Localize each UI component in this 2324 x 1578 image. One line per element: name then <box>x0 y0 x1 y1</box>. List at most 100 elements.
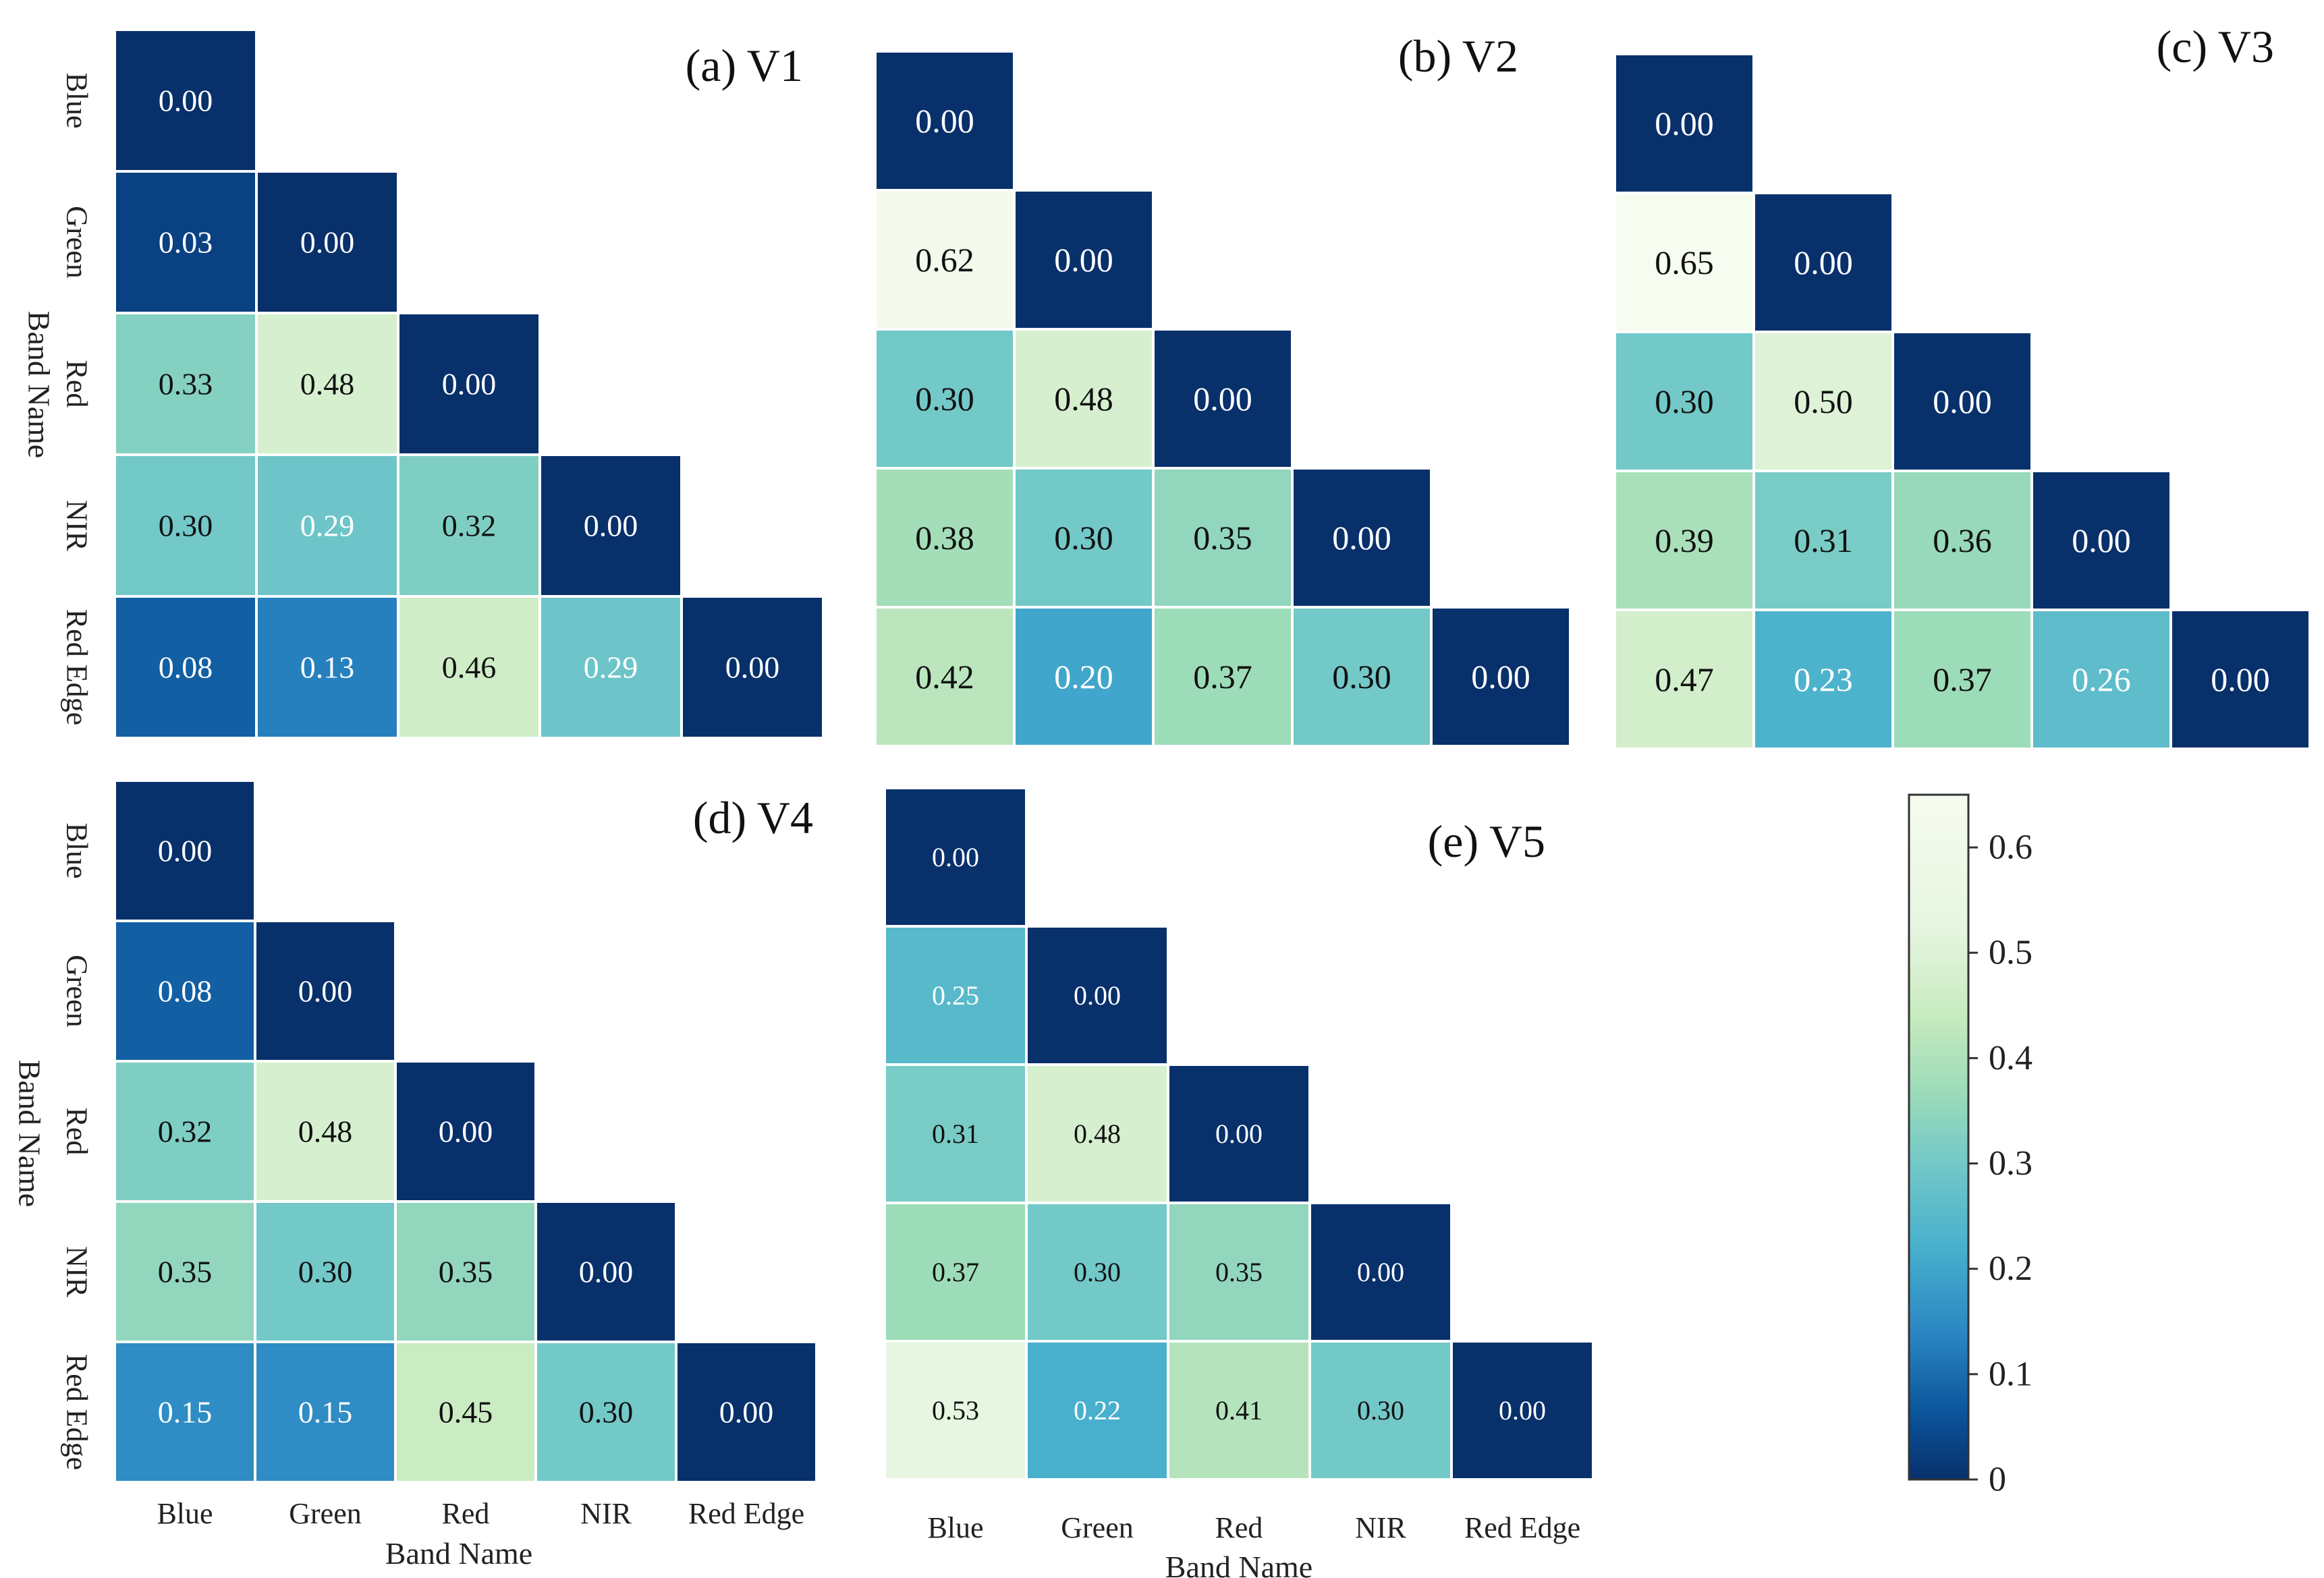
panel-e-title: (e) V5 <box>1428 816 1545 867</box>
panel-a-y-tick-label: Red Edge <box>61 609 94 725</box>
panel-c-cell-value: 0.26 <box>2072 660 2131 698</box>
panel-e-cell-value: 0.00 <box>1499 1395 1546 1426</box>
panel-a-cell-red-red <box>397 312 541 456</box>
panel-e-cell-blue-blue <box>883 787 1028 928</box>
panel-b-cell-value: 0.00 <box>1054 241 1113 279</box>
panel-e-cell-value: 0.35 <box>1215 1257 1263 1287</box>
panel-e-cell-red-edge-nir <box>1308 1340 1453 1481</box>
panel-b-cell-value: 0.00 <box>1193 380 1252 418</box>
colorbar-tick-label: 0.5 <box>1989 934 2032 972</box>
panel-b-cell-red-blue <box>874 328 1016 470</box>
panel-e-cell-value: 0.48 <box>1074 1119 1121 1149</box>
panel-e-cell-value: 0.31 <box>932 1119 979 1149</box>
panel-e-cell-nir-red <box>1167 1202 1311 1343</box>
panel-c-cell-value: 0.00 <box>2211 660 2270 698</box>
panel-d-y-tick-label: Blue <box>61 822 94 878</box>
panel-d-cell-value: 0.32 <box>158 1115 213 1149</box>
panel-c-cell-value: 0.31 <box>1794 522 1853 559</box>
panel-d-cell-value: 0.00 <box>719 1395 774 1430</box>
panel-e-cell-value: 0.22 <box>1074 1395 1121 1426</box>
colorbar-tick-label: 0.1 <box>1989 1355 2032 1393</box>
panel-a-cell-value: 0.48 <box>300 367 355 401</box>
panel-d-cell-green-green <box>254 920 397 1063</box>
panel-d-cell-green-blue <box>113 920 256 1063</box>
panel-c-cell-value: 0.47 <box>1655 660 1714 698</box>
panel-d-cell-red-edge-nir <box>534 1341 677 1484</box>
panel-a-y-tick-label: NIR <box>61 500 94 551</box>
panel-d-cell-value: 0.35 <box>439 1255 493 1289</box>
panel-d-y-tick-label: Green <box>61 955 94 1027</box>
panel-c-cell-value: 0.00 <box>1933 383 1992 420</box>
panel-e-x-tick-label: Blue <box>927 1511 983 1544</box>
panel-d-cell-nir-nir <box>534 1200 677 1343</box>
panel-c-cell-blue-blue <box>1613 53 1755 194</box>
panel-c-cell-red-edge-red <box>1891 609 2033 750</box>
colorbar-tick-label: 0.3 <box>1989 1144 2032 1183</box>
panel-a-cell-value: 0.00 <box>442 367 497 401</box>
panel-e-x-tick-label: NIR <box>1355 1511 1406 1544</box>
panel-d-x-tick-label: Red <box>442 1497 490 1530</box>
panel-b-cell-value: 0.30 <box>1054 519 1113 557</box>
panel-d-cell-value: 0.35 <box>158 1255 213 1289</box>
panel-d-cell-red-edge-green <box>254 1341 397 1484</box>
panel-a-cell-value: 0.00 <box>300 225 355 260</box>
panel-b-cell-green-blue <box>874 189 1016 331</box>
panel-b-cell-blue-blue <box>874 50 1016 192</box>
panel-c-cell-value: 0.36 <box>1933 522 1992 559</box>
panel-c-cell-nir-red <box>1891 470 2033 611</box>
panel-b-cell-red-edge-green <box>1013 606 1155 748</box>
panel-c-cell-red-edge-blue <box>1613 609 1755 750</box>
panel-e-cell-value: 0.30 <box>1357 1395 1404 1426</box>
panel-d-cell-value: 0.30 <box>579 1395 634 1430</box>
panel-e-cell-value: 0.30 <box>1074 1257 1121 1287</box>
panel-a-y-tick-label: Green <box>61 206 94 279</box>
panel-e-cell-nir-blue <box>883 1202 1028 1343</box>
panel-d-cell-value: 0.08 <box>158 974 213 1009</box>
panel-a-cell-red-edge-red <box>397 595 541 739</box>
panel-d-cell-value: 0.00 <box>298 974 353 1009</box>
panel-e-cell-red-red <box>1167 1063 1311 1204</box>
panel-d-cell-value: 0.00 <box>439 1115 493 1149</box>
panel-b-cell-nir-nir <box>1291 467 1433 609</box>
panel-b-cell-value: 0.38 <box>915 519 974 557</box>
panel-c-cell-value: 0.37 <box>1933 660 1992 698</box>
panel-b-cell-nir-blue <box>874 467 1016 609</box>
panel-a-cell-red-edge-red-edge <box>680 595 825 739</box>
panel-e-x-axis-title: Band Name <box>1165 1550 1312 1578</box>
panel-c-cell-value: 0.30 <box>1655 383 1714 420</box>
panel-d-cell-red-edge-blue <box>113 1341 256 1484</box>
panel-c-title: (c) V3 <box>2157 21 2274 72</box>
panel-d-cell-value: 0.00 <box>158 834 213 868</box>
panel-a-cell-value: 0.03 <box>159 225 213 260</box>
panel-e-cell-value: 0.00 <box>1215 1119 1263 1149</box>
panel-a-cell-green-green <box>255 170 399 314</box>
panel-c-cell-nir-nir <box>2030 470 2172 611</box>
panel-a-title: (a) V1 <box>686 40 803 91</box>
panel-a-cell-value: 0.00 <box>159 84 213 118</box>
panel-d-cell-red-red <box>394 1060 537 1203</box>
panel-c-cell-nir-blue <box>1613 470 1755 611</box>
panel-a-y-tick-label: Blue <box>61 72 94 128</box>
panel-a-cell-value: 0.32 <box>442 509 497 543</box>
panel-b-title: (b) V2 <box>1398 30 1518 82</box>
panel-e-cell-value: 0.53 <box>932 1395 979 1426</box>
panel-d-x-tick-label: Red Edge <box>688 1497 804 1530</box>
panel-c-cell-value: 0.00 <box>1655 105 1714 142</box>
panel-d-x-tick-label: NIR <box>580 1497 632 1530</box>
panel-d-title: (d) V4 <box>693 792 813 843</box>
panel-c-cell-value: 0.50 <box>1794 383 1853 420</box>
panel-b-cell-red-red <box>1152 328 1294 470</box>
panel-d-cell-value: 0.45 <box>439 1395 493 1430</box>
panel-d-cell-value: 0.00 <box>579 1255 634 1289</box>
panel-a-cell-value: 0.08 <box>159 650 213 685</box>
panel-e-x-tick-label: Red Edge <box>1464 1511 1580 1544</box>
panel-c-cell-value: 0.23 <box>1794 660 1853 698</box>
panel-e-cell-value: 0.00 <box>1357 1257 1404 1287</box>
panel-b-cell-value: 0.30 <box>915 380 974 418</box>
panel-c-cell-value: 0.00 <box>2072 522 2131 559</box>
panel-d-x-axis-title: Band Name <box>385 1536 532 1571</box>
panel-e-cell-red-edge-red <box>1167 1340 1311 1481</box>
panel-c-cell-value: 0.65 <box>1655 244 1714 281</box>
panel-d-y-tick-label: NIR <box>61 1246 94 1297</box>
